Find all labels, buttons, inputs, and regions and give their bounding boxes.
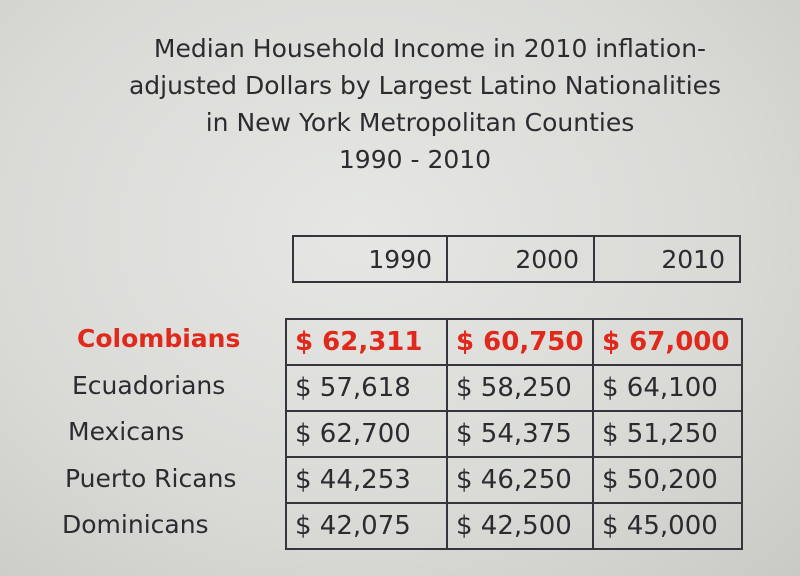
cell: $ 42,500 xyxy=(446,502,594,550)
cell: $ 45,000 xyxy=(592,502,743,550)
title-line-1: Median Household Income in 2010 inflatio… xyxy=(153,34,707,63)
column-header-2000: 2000 xyxy=(446,235,595,283)
column-header-2010: 2010 xyxy=(593,235,741,283)
row-label-ecuadorians: Ecuadorians xyxy=(72,370,226,400)
cell: $ 67,000 xyxy=(592,318,743,366)
cell: $ 58,250 xyxy=(446,364,594,412)
slide-title: Median Household Income in 2010 inflatio… xyxy=(90,30,770,178)
income-table: $ 62,311 $ 60,750 $ 67,000 $ 57,618 $ 58… xyxy=(285,318,743,550)
title-line-3: in New York Metropolitan Counties xyxy=(205,108,635,137)
cell: $ 62,311 xyxy=(285,318,448,366)
table-row: $ 57,618 $ 58,250 $ 64,100 xyxy=(285,364,743,412)
table-row: $ 62,311 $ 60,750 $ 67,000 xyxy=(285,318,743,366)
column-header-1990: 1990 xyxy=(292,235,448,283)
row-label-colombians: Colombians xyxy=(77,324,241,353)
title-line-2: adjusted Dollars by Largest Latino Natio… xyxy=(128,71,722,100)
row-label-puerto-ricans: Puerto Ricans xyxy=(65,463,237,493)
cell: $ 57,618 xyxy=(285,364,448,412)
row-label-mexicans: Mexicans xyxy=(68,417,185,446)
table-row: $ 62,700 $ 54,375 $ 51,250 xyxy=(285,410,743,458)
cell: $ 51,250 xyxy=(592,410,743,458)
table-row: $ 44,253 $ 46,250 $ 50,200 xyxy=(285,456,743,504)
cell: $ 44,253 xyxy=(285,456,448,504)
cell: $ 64,100 xyxy=(592,364,743,412)
row-labels: Colombians Ecuadorians Mexicans Puerto R… xyxy=(62,324,240,557)
cell: $ 46,250 xyxy=(446,456,594,504)
cell: $ 54,375 xyxy=(446,410,594,458)
cell: $ 62,700 xyxy=(285,410,448,458)
table-row: $ 42,075 $ 42,500 $ 45,000 xyxy=(285,502,743,550)
title-line-4: 1990 - 2010 xyxy=(338,145,492,174)
cell: $ 50,200 xyxy=(592,456,743,504)
row-label-dominicans: Dominicans xyxy=(62,510,209,539)
cell: $ 60,750 xyxy=(446,318,594,366)
year-header-table: 1990 2000 2010 xyxy=(292,235,741,283)
cell: $ 42,075 xyxy=(285,502,448,550)
